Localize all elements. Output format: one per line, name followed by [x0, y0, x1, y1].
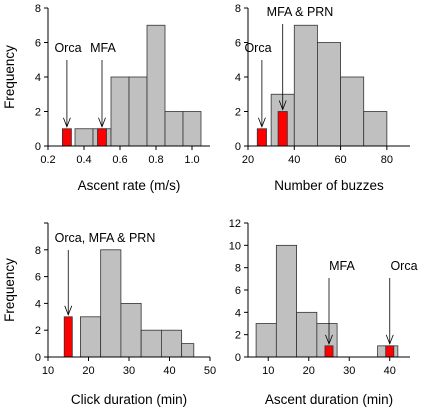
histogram-bar — [363, 111, 388, 147]
annotation-label: Orca, MFA & PRN — [55, 231, 156, 245]
highlight-bar — [256, 128, 267, 147]
x-tick-label: 10 — [42, 365, 54, 377]
x-tick-label: 40 — [384, 365, 396, 377]
y-tick-label: 12 — [229, 218, 241, 230]
y-tick-label: 6 — [35, 38, 41, 50]
highlight-bar — [385, 345, 395, 358]
y-tick-label: 0 — [235, 141, 241, 153]
annotation-arrowhead — [98, 117, 106, 128]
histogram-bar — [340, 76, 365, 147]
y-tick-label: 4 — [35, 298, 41, 310]
y-axis-label: Frequency — [2, 258, 17, 322]
x-tick-label: 0.6 — [112, 154, 127, 166]
annotation-label: MFA — [90, 41, 116, 55]
x-tick-label: 60 — [334, 154, 346, 166]
x-axis-label: Number of buzzes — [274, 178, 384, 193]
histogram-bar — [293, 24, 318, 147]
x-tick-label: 80 — [381, 154, 393, 166]
histogram-bar — [110, 76, 130, 147]
annotation-label: Orca — [390, 259, 417, 273]
x-tick-label: 10 — [262, 365, 274, 377]
histogram-bar — [317, 42, 341, 147]
x-tick-label: 20 — [303, 365, 315, 377]
y-tick-label: 8 — [35, 3, 41, 15]
histogram-bar — [164, 111, 184, 147]
histogram-bar — [160, 329, 183, 358]
histogram-bar — [128, 76, 148, 147]
annotation-label: MFA & PRN — [267, 5, 334, 19]
annotation-label: Orca — [54, 41, 81, 55]
x-tick-label: 50 — [204, 365, 216, 377]
x-tick-label: 0.2 — [40, 154, 55, 166]
annotation-arrowhead — [258, 117, 266, 128]
annotation-arrowhead — [278, 100, 287, 111]
x-axis-label: Click duration (min) — [71, 392, 187, 407]
y-tick-label: 4 — [235, 307, 241, 319]
y-tick-label: 0 — [35, 352, 41, 364]
histogram-bar — [255, 323, 277, 358]
highlight-bar — [63, 316, 73, 358]
x-tick-label: 0.4 — [76, 154, 91, 166]
histogram-bar — [140, 329, 162, 358]
y-tick-label: 0 — [235, 352, 241, 364]
y-tick-label: 0 — [35, 141, 41, 153]
highlight-bar — [97, 128, 107, 147]
annotation-arrowhead — [385, 334, 394, 345]
histogram-bar — [182, 111, 202, 147]
y-tick-label: 6 — [235, 285, 241, 297]
y-tick-label: 2 — [35, 107, 41, 119]
x-tick-label: 40 — [288, 154, 300, 166]
annotation-label: Orca — [244, 41, 271, 55]
histogram-bar — [296, 311, 318, 358]
x-tick-label: 0.8 — [148, 154, 163, 166]
x-tick-label: 30 — [123, 365, 135, 377]
y-tick-label: 4 — [35, 72, 41, 84]
highlight-bar — [62, 128, 72, 147]
y-tick-label: 8 — [235, 3, 241, 15]
x-tick-label: 40 — [163, 365, 175, 377]
x-axis-label: Ascent rate (m/s) — [78, 178, 181, 193]
highlight-bar — [277, 111, 288, 147]
x-axis-label: Ascent duration (min) — [265, 392, 393, 407]
histogram-bar — [74, 128, 94, 147]
y-tick-label: 6 — [235, 38, 241, 50]
histogram-bar — [80, 316, 102, 358]
y-tick-label: 2 — [35, 325, 41, 337]
x-tick-label: 30 — [343, 365, 355, 377]
x-tick-label: 1.0 — [184, 154, 199, 166]
y-tick-label: 6 — [35, 272, 41, 284]
annotation-arrowhead — [325, 334, 333, 345]
highlight-bar — [324, 345, 334, 358]
y-tick-label: 8 — [35, 245, 41, 257]
histogram-bar — [146, 24, 166, 147]
y-axis-label: Frequency — [2, 45, 17, 109]
histogram-bar — [100, 249, 122, 358]
histogram-bar — [120, 302, 142, 358]
annotation-arrowhead — [64, 305, 73, 316]
y-tick-label: 2 — [235, 330, 241, 342]
annotation-label: MFA — [329, 259, 355, 273]
histogram-bar — [275, 244, 298, 358]
y-tick-label: 10 — [229, 240, 241, 252]
y-tick-label: 8 — [235, 263, 241, 275]
y-tick-label: 4 — [235, 72, 241, 84]
x-tick-label: 20 — [82, 365, 94, 377]
x-tick-label: 20 — [242, 154, 254, 166]
y-tick-label: 2 — [235, 107, 241, 119]
annotation-arrowhead — [63, 117, 71, 128]
histogram-bar — [181, 343, 195, 358]
